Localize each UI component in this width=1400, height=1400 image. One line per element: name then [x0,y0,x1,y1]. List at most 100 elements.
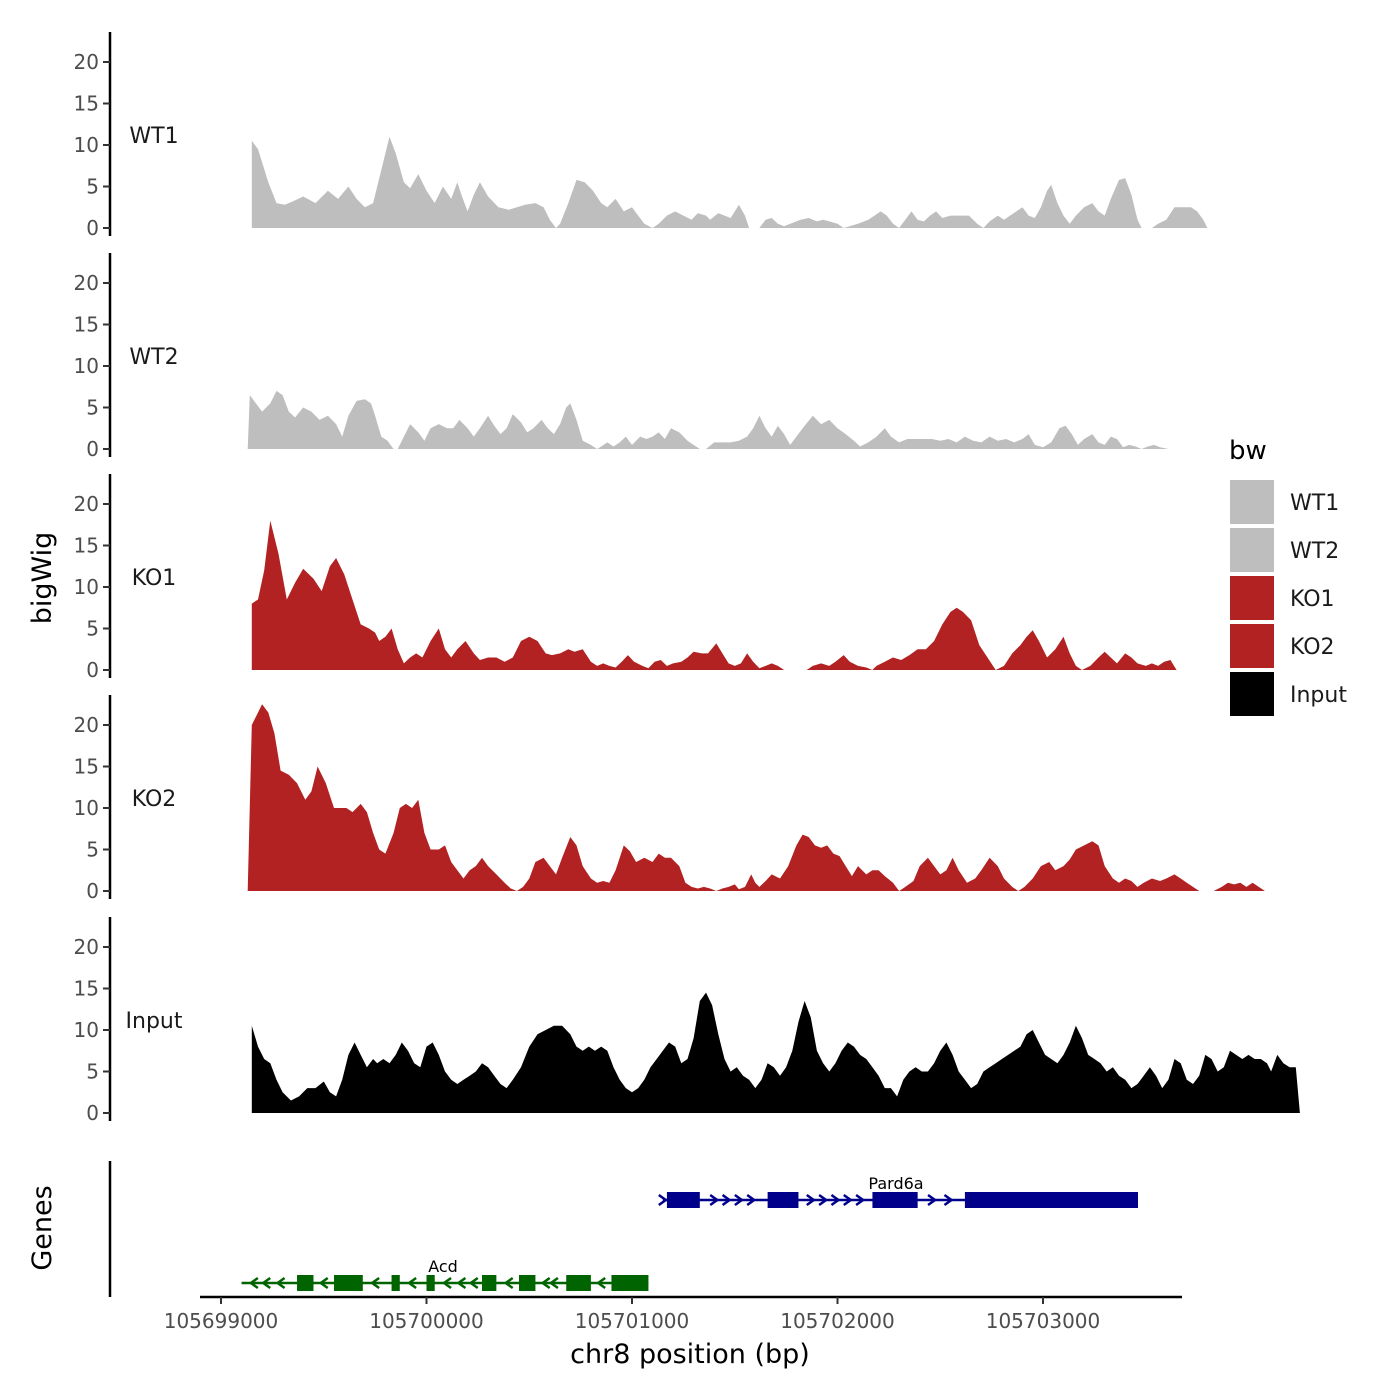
track-input-y-tick-label: 5 [86,1060,99,1084]
track-wt1-y-tick-label: 15 [74,92,99,116]
legend-swatch-wt2 [1230,528,1274,572]
legend-label-ko2: KO2 [1290,635,1335,660]
gene-pard6a-strand-arrow [818,1193,829,1207]
gene-pard6a: Pard6a [658,1174,1138,1208]
gene-acd: Acd [241,1257,649,1291]
gene-pard6a-strand-arrow [830,1193,841,1207]
x-axis-tick-label: 105699000 [164,1309,279,1333]
gene-pard6a-strand-arrow [843,1193,853,1207]
track-input-label: Input [126,1009,183,1034]
gene-pard6a-label: Pard6a [868,1174,923,1193]
legend-swatch-wt1 [1230,480,1274,524]
gene-pard6a-exon [872,1192,918,1208]
track-wt1-y-tick-label: 5 [86,175,99,199]
track-input: 0 5 10 15 20 Input [74,917,1300,1125]
gene-acd-strand-arrow [503,1276,514,1290]
track-ko2-y-tick-label: 20 [74,713,99,737]
track-ko2-y-tick-label: 5 [86,838,99,862]
track-wt2-y-tick-label: 10 [74,354,99,378]
gene-pard6a-strand-arrow [855,1193,866,1207]
track-wt1-y-tick-label: 20 [74,50,99,74]
gene-acd-strand-arrow [540,1276,551,1290]
track-input-y-tick-label: 15 [74,977,99,1001]
legend-label-wt2: WT2 [1290,539,1339,564]
gene-pard6a-strand-arrow [943,1193,954,1207]
gene-acd-strand-arrow [318,1276,329,1290]
gene-pard6a-strand-arrow [658,1193,668,1207]
legend-title: bw [1229,436,1267,466]
genes-track: Acd Pard6a [108,1161,1138,1297]
track-wt1-y-tick-label: 0 [86,216,99,240]
legend-swatch-input [1230,672,1274,716]
legend: bw WT1 WT2 KO1 KO2 Input [1229,436,1347,716]
track-wt2-area [247,390,1228,449]
gene-pard6a-strand-arrow [746,1193,757,1207]
track-ko2-label: KO2 [132,787,177,812]
genes-track-title: Genes [27,1185,58,1270]
track-input-area [251,992,1300,1113]
legend-label-ko1: KO1 [1290,587,1335,612]
gene-acd-exon [518,1275,536,1291]
track-wt1-y-tick-label: 10 [74,133,99,157]
x-axis-tick-label: 105700000 [369,1309,484,1333]
x-axis: 105699000 105700000 105701000 105702000 1057… [164,1295,1182,1333]
track-wt2-y-tick-label: 15 [74,313,99,337]
gene-acd-strand-arrow [275,1276,286,1290]
gene-pard6a-exon [964,1192,1138,1208]
track-wt1: 0 5 10 15 20 WT1 [74,32,1228,240]
gene-acd-strand-arrow [468,1276,479,1290]
coverage-tracks: 0 5 10 15 20 WT1 0 5 10 15 20 WT2 0 5 10 15 20 KO1 0 5 10 15 2… [74,32,1300,1125]
gene-acd-label: Acd [428,1257,458,1276]
gene-acd-exon [334,1275,363,1291]
gene-acd-strand-arrow [406,1276,417,1290]
track-input-y-tick-label: 10 [74,1018,99,1042]
gene-acd-exon [481,1275,497,1291]
gene-pard6a-strand-arrow [721,1193,732,1207]
track-ko2: 0 5 10 15 20 KO2 [74,695,1290,903]
gene-pard6a-exon [767,1192,799,1208]
track-input-y-tick-label: 20 [74,935,99,959]
gene-pard6a-strand-arrow [734,1193,745,1207]
track-ko1-y-tick-label: 15 [74,534,99,558]
x-axis-tick-label: 105702000 [780,1309,895,1333]
x-axis-tick-label: 105703000 [986,1309,1101,1333]
gene-acd-exon [611,1275,649,1291]
track-ko2-area [247,704,1290,891]
gene-pard6a-strand-arrow [806,1193,816,1207]
track-ko1-label: KO1 [132,566,177,591]
x-axis-title: chr8 position (bp) [570,1339,810,1370]
track-ko1-y-tick-label: 10 [74,575,99,599]
gene-acd-strand-arrow [456,1276,467,1290]
track-ko1-y-tick-label: 5 [86,617,99,641]
track-ko2-y-tick-label: 15 [74,755,99,779]
track-wt1-area [251,136,1228,228]
gene-acd-exon [391,1275,400,1291]
gene-pard6a-strand-arrow [709,1193,720,1207]
legend-label-input: Input [1290,683,1347,708]
gene-acd-exon [426,1275,435,1291]
track-wt1-label: WT1 [129,124,178,149]
track-ko1-y-tick-label: 20 [74,492,99,516]
gene-acd-strand-arrow [596,1276,606,1290]
gene-acd-strand-arrow [548,1276,559,1290]
track-ko1-y-tick-label: 0 [86,658,99,682]
gene-pard6a-exon [666,1192,700,1208]
y-axis-title: bigWig [27,532,58,625]
track-ko1: 0 5 10 15 20 KO1 [74,474,1228,682]
track-wt2-label: WT2 [129,345,178,370]
gene-acd-strand-arrow [369,1276,380,1290]
track-wt2: 0 5 10 15 20 WT2 [74,253,1228,461]
track-wt2-y-tick-label: 5 [86,396,99,420]
gene-acd-strand-arrow [261,1276,271,1290]
track-ko2-y-tick-label: 0 [86,879,99,903]
legend-label-wt1: WT1 [1290,491,1339,516]
legend-swatch-ko2 [1230,624,1274,668]
track-input-y-tick-label: 0 [86,1101,99,1125]
gene-acd-strand-arrow [248,1276,259,1290]
gene-acd-exon [297,1275,314,1291]
track-ko2-y-tick-label: 10 [74,796,99,820]
gene-pard6a-strand-arrow [927,1193,938,1207]
legend-swatch-ko1 [1230,576,1274,620]
x-axis-tick-label: 105701000 [575,1309,690,1333]
